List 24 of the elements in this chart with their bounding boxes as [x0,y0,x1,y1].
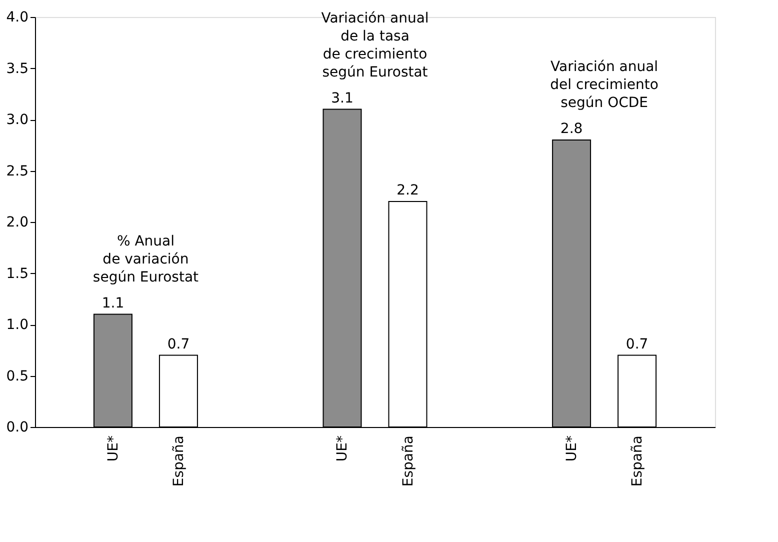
data-label: 3.1 [331,90,354,106]
y-tick-label: 3.0 [6,112,28,128]
data-label: 1.1 [102,295,124,312]
y-tick-label: 2.5 [6,163,28,180]
y-tick-label: 1.5 [6,266,28,282]
data-label: 2.8 [560,121,583,137]
data-label: 0.7 [167,336,190,352]
annotation: Variación anual de la tasa de crecimiento según Eurostat [321,10,429,80]
x-tick-label: España [170,436,187,487]
x-tick-label: UE* [105,436,122,462]
y-tick-label: 0.5 [6,368,28,384]
y-tick-label: 1.0 [6,317,28,333]
y-tick-label: 2.0 [6,214,28,230]
x-tick-label: España [400,436,416,487]
annotation: Variación anual del crecimiento según OCDE [550,59,658,111]
y-tick-label: 3.5 [6,60,28,77]
data-label: 2.2 [396,182,419,198]
data-label: 0.7 [626,336,648,352]
x-tick-label: UE* [564,436,580,462]
y-tick-label: 0.0 [6,420,28,436]
x-tick-label: UE* [334,436,351,462]
y-tick-label: 4.0 [6,10,28,26]
x-tick-label: España [630,436,646,487]
annotation: % Anual de variación según Eurostat [92,233,200,286]
